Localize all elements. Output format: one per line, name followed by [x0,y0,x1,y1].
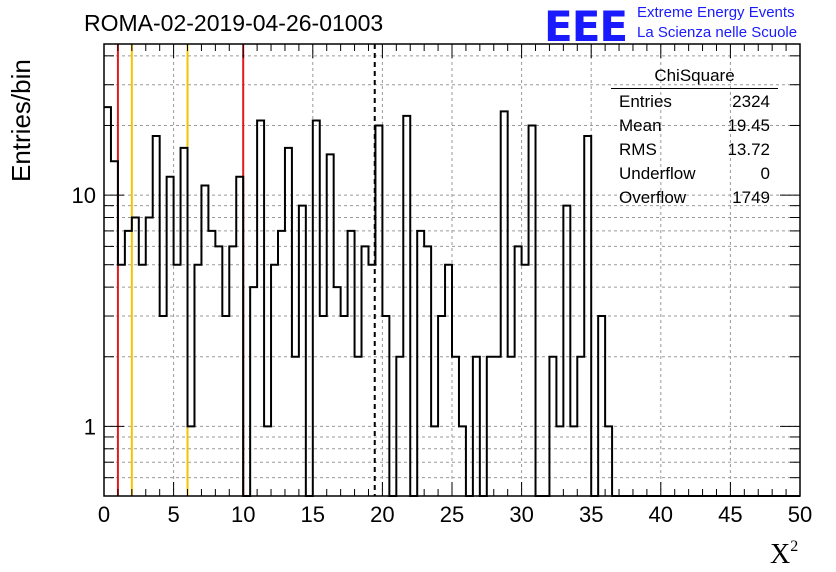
chart-title: ROMA-02-2019-04-26-01003 [84,10,384,36]
y-tick-label: 10 [72,183,96,208]
x-tick-label: 30 [509,502,533,527]
x-tick-label: 25 [440,502,464,527]
y-tick-label: 1 [84,414,96,439]
x-tick-label: 40 [649,502,673,527]
x-tick-label: 50 [788,502,812,527]
stats-label: Underflow [619,164,696,183]
stats-label: RMS [619,140,657,159]
stats-label: Entries [619,92,672,111]
x-axis-label: X2 [770,538,798,571]
logo-caption-line2: La Scienza nelle Scuole [637,24,798,41]
x-axis-label-main: X [770,539,791,570]
stats-title: ChiSquare [654,66,735,85]
stats-label: Mean [619,116,662,135]
x-tick-label: 35 [579,502,603,527]
stats-label: Overflow [619,188,687,207]
axis-ticks [103,44,801,497]
reference-lines [116,44,376,496]
tick-labels: 0 5 10 15 20 25 30 35 40 45 50 1 10 [72,183,813,527]
stats-value: 19.45 [727,116,770,135]
x-tick-label: 10 [231,502,255,527]
x-tick-label: 20 [370,502,394,527]
x-tick-label: 0 [98,502,110,527]
stats-row-underflow: Underflow 0 [619,164,770,184]
histogram-outline [104,106,800,497]
stats-value: 1749 [732,188,770,207]
x-axis-label-superscript: 2 [790,538,799,555]
stats-row-rms: RMS 13.72 [619,140,770,160]
x-tick-label: 45 [718,502,742,527]
stats-row-mean: Mean 19.45 [619,116,770,136]
stats-value: 0 [760,164,770,183]
x-tick-label: 5 [167,502,179,527]
eee-logo: EEE [544,2,628,51]
stats-value: 13.72 [727,140,770,159]
x-tick-label: 15 [301,502,325,527]
stats-box: ChiSquare Entries 2324 Mean 19.45 RMS 13… [611,64,778,214]
stats-divider [611,88,778,89]
stats-row-overflow: Overflow 1749 [619,188,770,208]
logo-caption-line1: Extreme Energy Events [637,4,795,21]
stats-row-entries: Entries 2324 [619,92,770,112]
stats-value: 2324 [732,92,770,111]
